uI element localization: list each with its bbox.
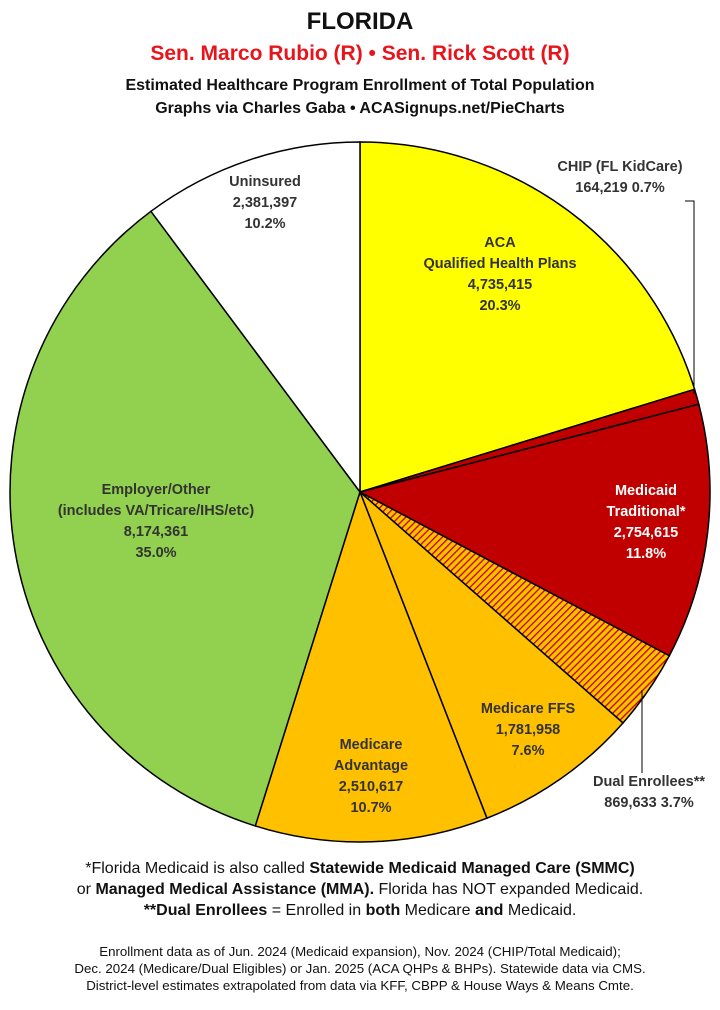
footnote-dual-and: and [474, 902, 504, 919]
footnote-dual-medicare: Medicare [400, 902, 475, 919]
footnote-mma-text: Florida has NOT expanded Medicaid. [374, 881, 644, 898]
data-label-medicare-advantage: Medicare Advantage 2,510,617 10.7% [334, 737, 408, 816]
data-label-dual-enrollees: Dual Enrollees** 869,633 3.7% [593, 774, 705, 811]
footnote-dual-medicaid: Medicaid. [503, 902, 577, 919]
leader-line-chip-fl-kidcare [685, 200, 695, 394]
data-label-medicaid-traditional: Medicaid Traditional* 2,754,615 11.8% [607, 483, 686, 562]
pie-slice-medicare-advantage [254, 489, 488, 843]
footnote-smmc: *Florida Medicaid is also called Statewi… [0, 858, 720, 879]
chart-subtitle: Estimated Healthcare Program Enrollment … [125, 77, 595, 94]
pie-chart: ACA Qualified Health Plans 4,735,415 20.3% C… [9, 141, 711, 843]
data-label-uninsured: Uninsured 2,381,397 10.2% [229, 174, 301, 232]
pie-slice-medicare-ffs [359, 491, 625, 820]
footnote-mma-or: or [76, 881, 96, 898]
chart-credit: Graphs via Charles Gaba • ACASignups.net… [155, 100, 565, 117]
footnote-dual: **Dual Enrollees = Enrolled in both Medi… [0, 900, 720, 921]
footnote-dual-term: **Dual Enrollees [143, 902, 268, 919]
pie-slice-medicaid-traditional [357, 403, 711, 657]
senators-line: Sen. Marco Rubio (R) • Sen. Rick Scott (… [150, 42, 570, 65]
footnote-smmc-text: *Florida Medicaid is also called [85, 860, 310, 877]
data-label-employer-other-includes-va-tricare-ihs-etc: Employer/Other (includes VA/Tricare/IHS/e… [58, 482, 255, 561]
pie-slice-uninsured [149, 141, 361, 495]
footnote-dual-eq: = Enrolled in [267, 902, 366, 919]
footnote-mma-bold: Managed Medical Assistance (MMA). [95, 881, 375, 898]
source-line-1: Enrollment data as of Jun. 2024 (Medicai… [99, 944, 621, 959]
chart-title: FLORIDA [306, 8, 414, 35]
data-label-aca-qualified-health-plans: ACA Qualified Health Plans 4,735,415 20.3% [423, 235, 576, 314]
pie-slice-employer-other-includes-va-tricare-ihs-etc [9, 210, 361, 827]
footnote-smmc-bold: Statewide Medicaid Managed Care (SMMC) [309, 860, 635, 877]
pie-slice-aca-qualified-health-plans [359, 141, 696, 494]
data-label-chip-fl-kidcare: CHIP (FL KidCare) 164,219 0.7% [557, 159, 682, 196]
source-line-2: Dec. 2024 (Medicare/Dual Eligibles) or J… [74, 961, 646, 976]
source-line-3: District-level estimates extrapolated fr… [86, 978, 634, 993]
data-label-medicare-ffs: Medicare FFS 1,781,958 7.6% [481, 701, 576, 759]
footnote-mma: or Managed Medical Assistance (MMA). Flo… [0, 879, 720, 900]
footnote-dual-both: both [365, 902, 401, 919]
